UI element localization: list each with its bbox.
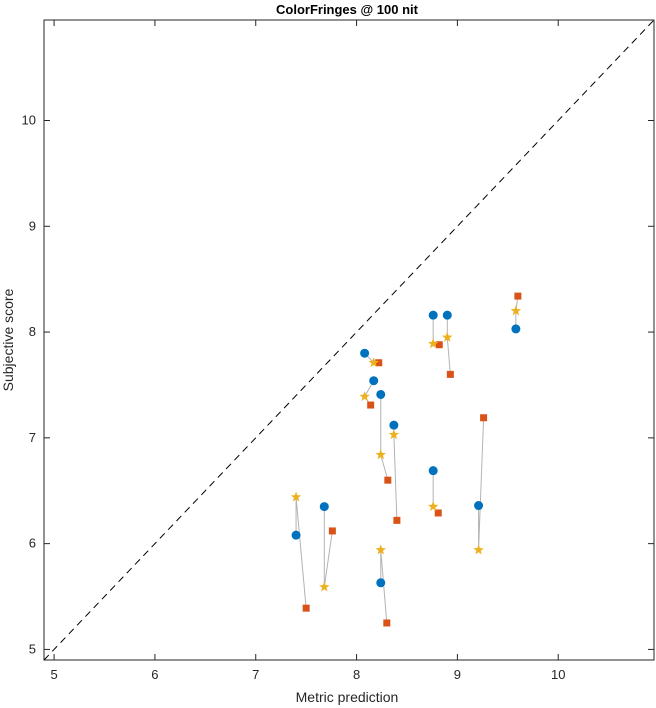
- x-axis-label: Metric prediction: [296, 689, 399, 705]
- star-marker: [473, 544, 484, 555]
- x-tick-label: 7: [252, 667, 259, 682]
- reference-line: [43, 19, 655, 661]
- star-marker: [319, 581, 330, 592]
- circle-marker: [389, 420, 399, 430]
- circle-marker: [360, 348, 370, 358]
- square-marker: [446, 370, 454, 378]
- square-marker: [480, 414, 488, 422]
- y-tick-label: 7: [29, 430, 36, 445]
- circle-marker: [376, 578, 386, 588]
- square-marker: [514, 292, 522, 300]
- chart-title: ColorFringes @ 100 nit: [276, 2, 419, 17]
- x-tick-label: 6: [151, 667, 158, 682]
- star-marker: [427, 338, 439, 349]
- star-marker: [375, 544, 386, 555]
- square-marker: [393, 516, 401, 524]
- x-tick-label: 9: [454, 667, 461, 682]
- circle-marker: [376, 389, 386, 399]
- square-marker: [302, 604, 310, 612]
- y-tick-label: 5: [29, 641, 36, 656]
- circle-marker: [291, 530, 301, 540]
- y-tick-label: 8: [29, 324, 36, 339]
- square-marker: [383, 619, 391, 627]
- star-marker: [375, 449, 386, 460]
- square-marker: [384, 476, 392, 484]
- circle-marker: [428, 466, 438, 476]
- y-tick-label: 9: [29, 218, 36, 233]
- star-marker: [442, 331, 453, 342]
- y-axis-label: Subjective score: [0, 288, 16, 391]
- x-tick-label: 5: [50, 667, 57, 682]
- star-marker: [290, 491, 302, 502]
- star-marker: [427, 501, 439, 512]
- square-marker: [328, 527, 336, 535]
- x-tick-label: 8: [353, 667, 360, 682]
- y-tick-label: 6: [29, 536, 36, 551]
- star-marker: [368, 357, 379, 368]
- circle-marker: [319, 502, 329, 512]
- square-marker: [434, 509, 442, 517]
- star-marker: [388, 429, 400, 440]
- y-tick-label: 10: [22, 112, 36, 127]
- square-marker: [367, 401, 375, 409]
- x-tick-label: 10: [551, 667, 565, 682]
- circle-marker: [442, 310, 452, 320]
- circle-marker: [474, 501, 484, 511]
- circle-marker: [369, 376, 379, 386]
- circle-marker: [511, 324, 521, 334]
- square-marker: [435, 341, 443, 349]
- star-marker: [510, 305, 522, 316]
- star-marker: [359, 391, 370, 402]
- circle-marker: [428, 310, 438, 320]
- square-marker: [375, 359, 383, 367]
